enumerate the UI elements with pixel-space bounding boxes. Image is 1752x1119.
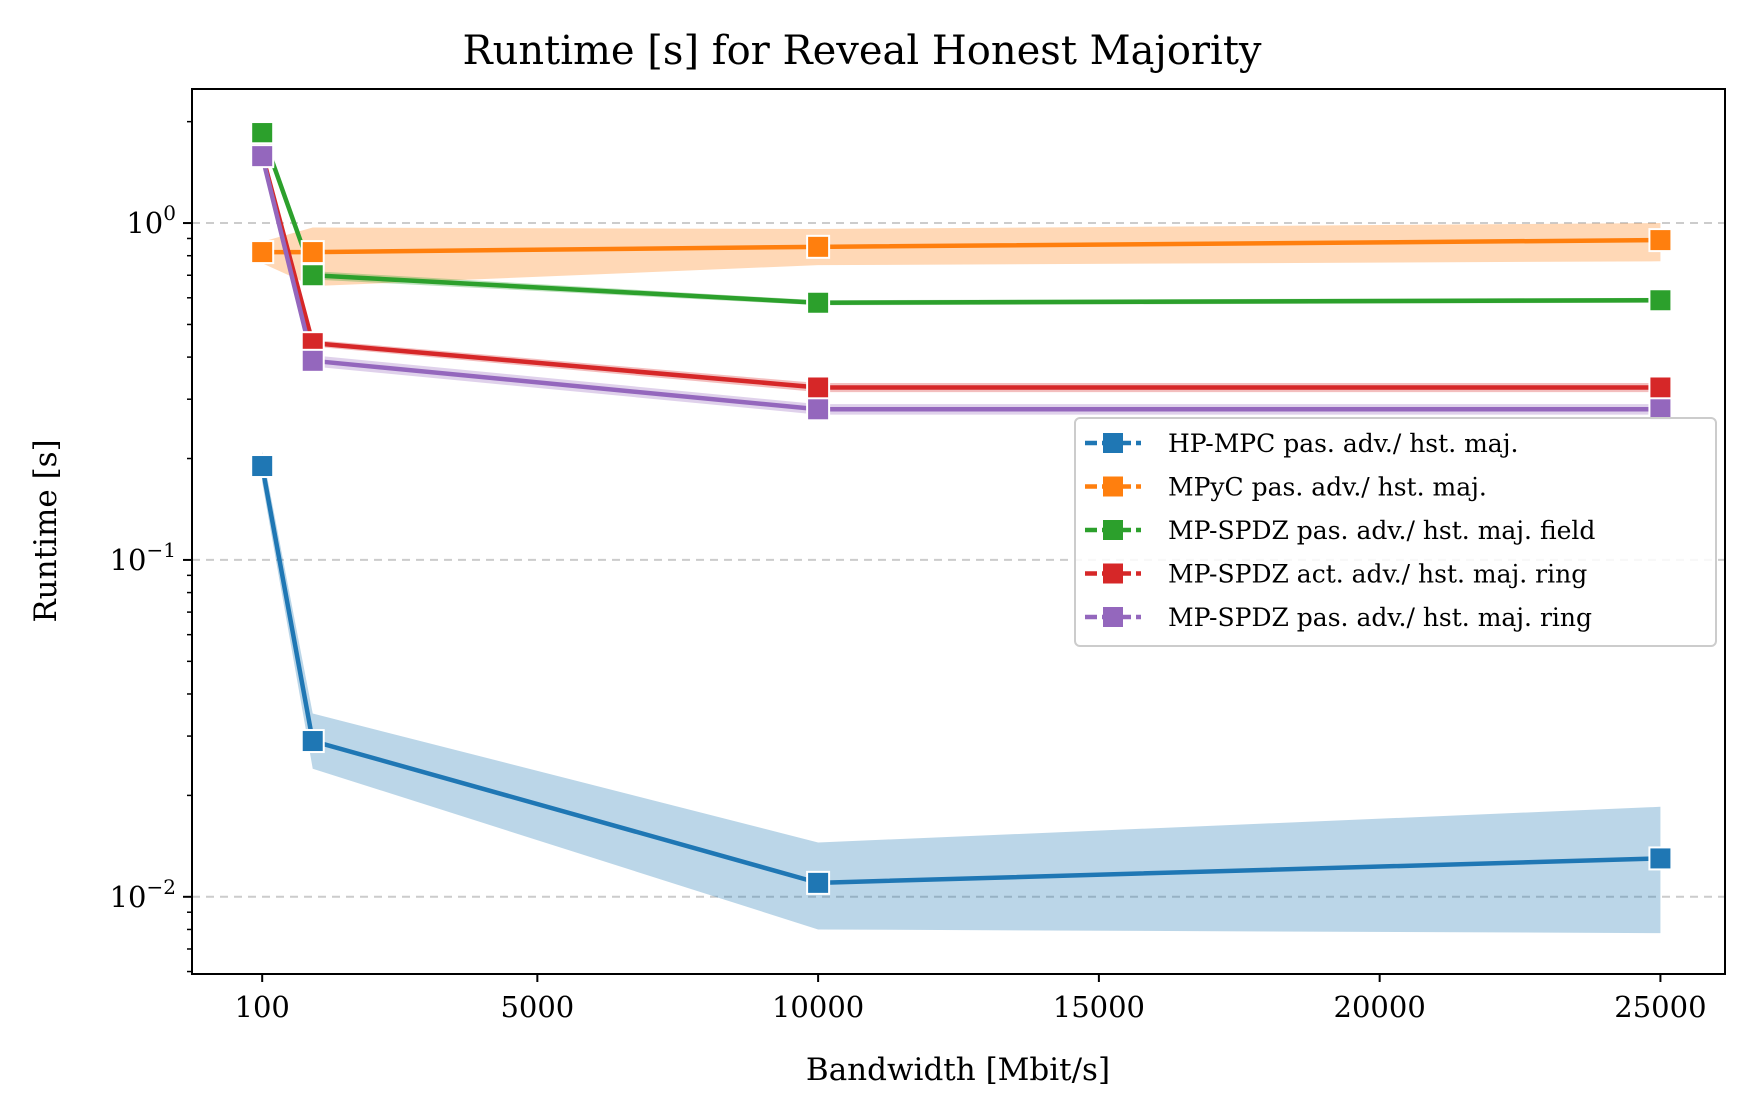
legend-marker-1 <box>1103 476 1123 497</box>
marker-series-4-point-3 <box>1648 397 1673 422</box>
plot-area-frame <box>191 88 1726 975</box>
marker-series-4-point-2 <box>806 397 831 422</box>
legend-label-4: MP-SPDZ pas. adv./ hst. maj. ring <box>1168 603 1592 632</box>
chart-title: Runtime [s] for Reveal Honest Majority <box>462 28 1261 74</box>
legend-label-0: HP-MPC pas. adv./ hst. maj. <box>1168 429 1518 458</box>
marker-series-0-point-3 <box>1648 846 1673 871</box>
x-tick-label-0: 100 <box>235 990 290 1024</box>
marker-series-4-point-1 <box>300 348 325 373</box>
marker-series-0-point-2 <box>806 870 831 895</box>
band-series-0 <box>262 451 1661 934</box>
legend: HP-MPC pas. adv./ hst. maj. MPyC pas. adv… <box>1074 417 1717 647</box>
marker-series-1-point-1 <box>300 240 325 265</box>
marker-series-3-point-2 <box>806 375 831 400</box>
y-axis-ticks: 10−2 10−1 100 <box>110 120 192 973</box>
marker-series-0-point-1 <box>300 729 325 754</box>
marker-series-2-point-0 <box>250 121 275 146</box>
marker-series-2-point-1 <box>300 263 325 288</box>
x-tick-label-4: 20000 <box>1334 990 1426 1024</box>
series-markers <box>250 121 1673 895</box>
series-lines <box>259 132 1661 886</box>
legend-marker-3 <box>1103 563 1123 584</box>
marker-series-2-point-2 <box>806 290 831 315</box>
marker-series-1-point-3 <box>1648 228 1673 253</box>
line-series-0 <box>259 465 1661 886</box>
legend-label-3: MP-SPDZ act. adv./ hst. maj. ring <box>1168 560 1587 589</box>
line-series-2 <box>260 132 1661 306</box>
y-tick-label-2: 100 <box>126 201 176 240</box>
marker-series-2-point-3 <box>1648 288 1673 313</box>
marker-series-1-point-0 <box>250 240 275 265</box>
x-tick-label-3: 15000 <box>1053 990 1145 1024</box>
legend-marker-4 <box>1103 607 1123 627</box>
legend-box <box>1074 417 1717 647</box>
legend-marker-2 <box>1103 520 1123 540</box>
y-tick-label-0: 10−2 <box>110 875 176 914</box>
x-tick-label-1: 5000 <box>500 990 574 1024</box>
legend-marker-0 <box>1103 433 1123 453</box>
y-axis-label: Runtime [s] <box>28 439 64 622</box>
marker-series-4-point-0 <box>250 144 275 169</box>
x-tick-label-5: 25000 <box>1614 990 1706 1024</box>
marker-series-0-point-0 <box>250 454 275 479</box>
x-axis-ticks: 100 5000 10000 15000 20000 25000 <box>235 974 1707 1024</box>
marker-series-1-point-2 <box>806 234 831 259</box>
marker-series-3-point-3 <box>1648 375 1673 400</box>
x-axis-label: Bandwidth [Mbit/s] <box>806 1052 1110 1088</box>
legend-label-1: MPyC pas. adv./ hst. maj. <box>1168 473 1487 502</box>
line-series-4 <box>260 155 1661 412</box>
x-tick-label-2: 10000 <box>772 990 864 1024</box>
confidence-bands <box>262 129 1661 934</box>
line-series-3 <box>260 153 1661 390</box>
legend-label-2: MP-SPDZ pas. adv./ hst. maj. field <box>1168 516 1595 545</box>
band-series-1 <box>262 223 1661 287</box>
y-tick-label-1: 10−1 <box>110 538 176 577</box>
